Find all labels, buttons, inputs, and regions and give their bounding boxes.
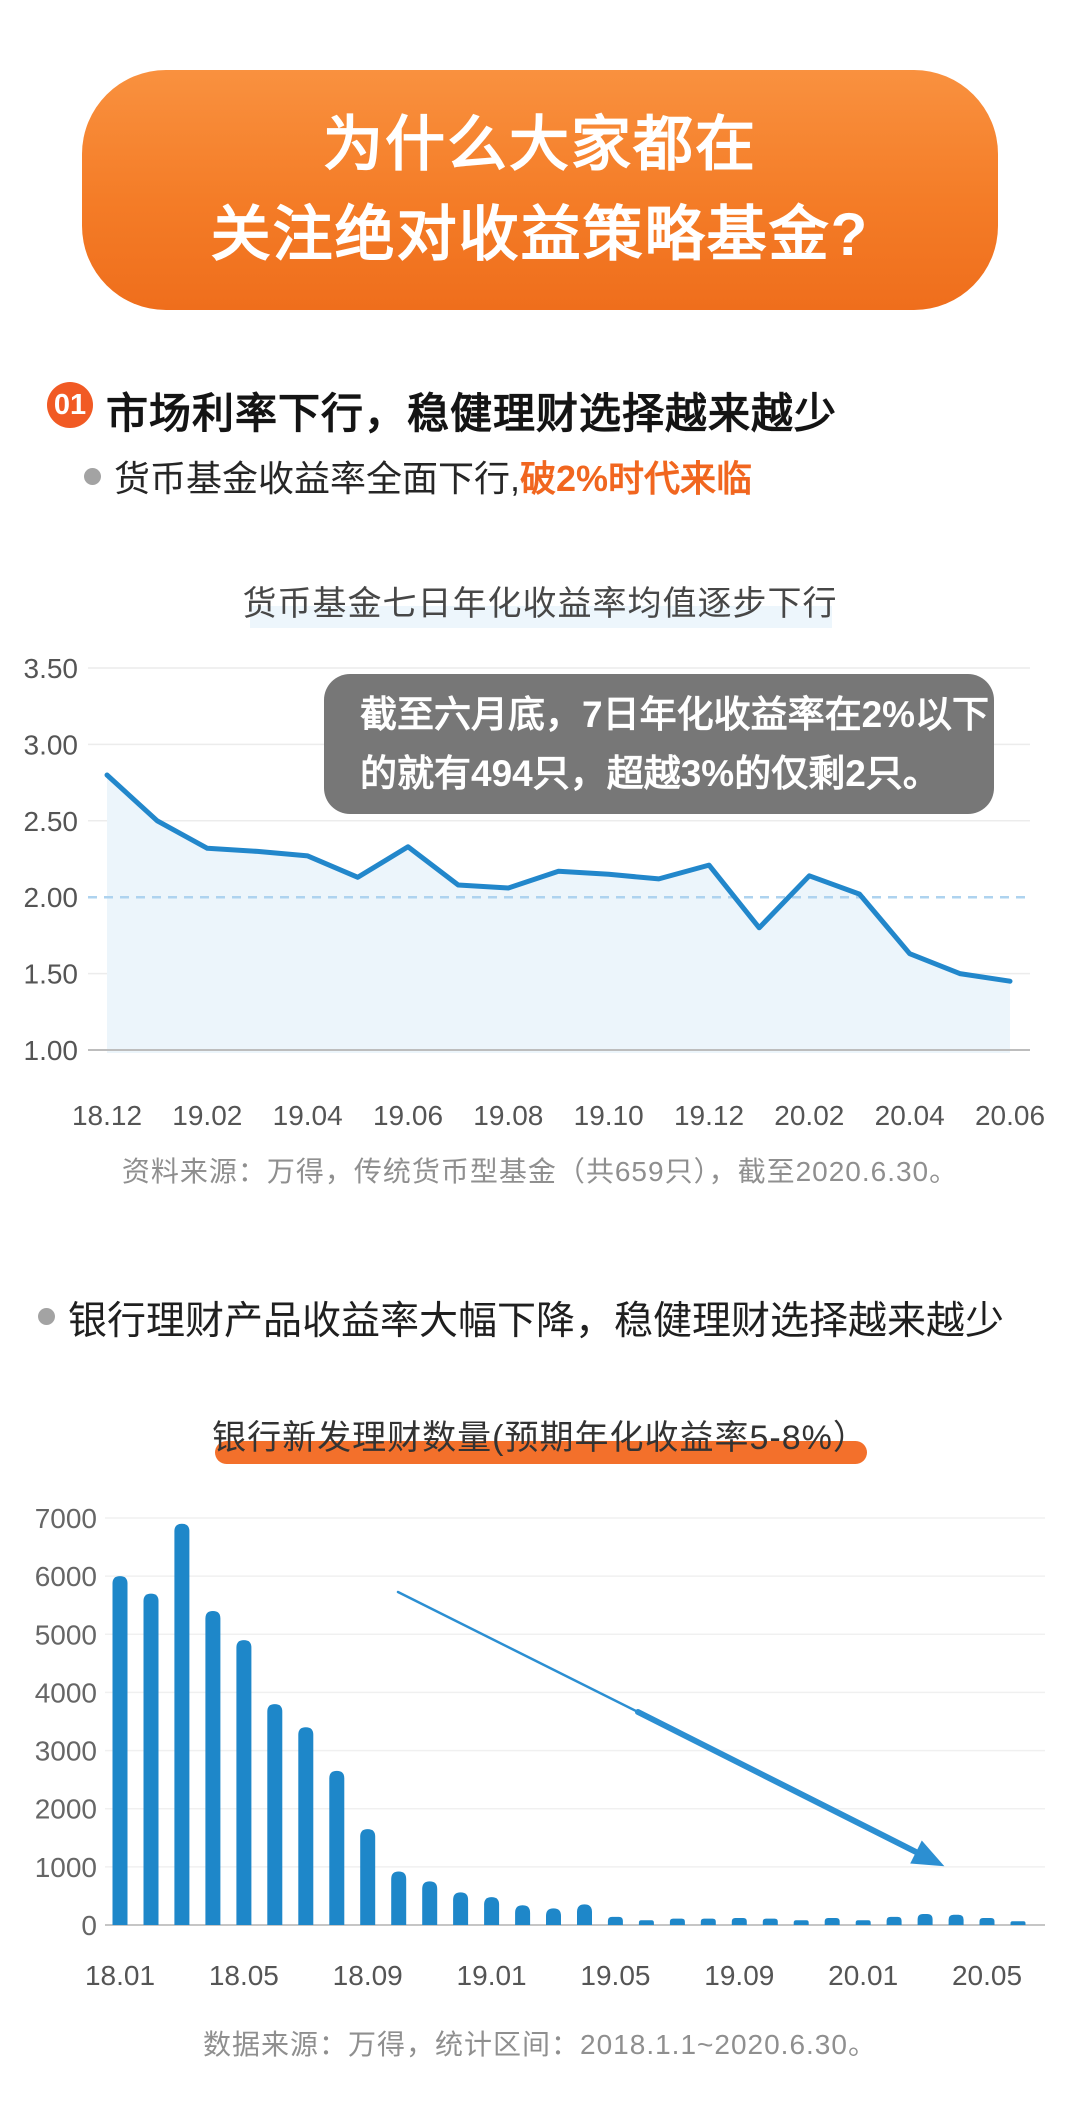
svg-text:1.50: 1.50 — [24, 959, 79, 990]
chart2-title: 银行新发理财数量(预期年化收益率5-8%） — [212, 1419, 868, 1457]
svg-text:18.09: 18.09 — [333, 1960, 403, 1991]
banner-title-line2: 关注绝对收益策略基金? — [210, 201, 870, 268]
bullet1-text: 货币基金收益率全面下行, — [114, 458, 521, 499]
svg-text:2.50: 2.50 — [24, 806, 79, 837]
svg-text:19.06: 19.06 — [373, 1100, 443, 1131]
svg-text:3.00: 3.00 — [24, 729, 79, 760]
svg-text:18.01: 18.01 — [85, 1960, 155, 1991]
chart1-title: 货币基金七日年化收益率均值逐步下行 — [242, 585, 838, 623]
svg-text:6000: 6000 — [35, 1561, 97, 1592]
svg-text:20.04: 20.04 — [875, 1100, 945, 1131]
svg-text:19.10: 19.10 — [574, 1100, 644, 1131]
svg-text:20.01: 20.01 — [828, 1960, 898, 1991]
svg-text:20.06: 20.06 — [975, 1100, 1045, 1131]
svg-text:19.04: 19.04 — [273, 1100, 343, 1131]
tooltip-line1: 截至六月底，7日年化收益率在2%以下 — [360, 694, 990, 735]
bullet-dot-icon — [84, 468, 101, 485]
bullet-dot-icon — [38, 1308, 55, 1325]
svg-text:20.05: 20.05 — [952, 1960, 1022, 1991]
section-number-badge: 01 — [47, 382, 93, 428]
svg-text:19.12: 19.12 — [674, 1100, 744, 1131]
svg-text:20.02: 20.02 — [774, 1100, 844, 1131]
svg-text:19.09: 19.09 — [704, 1960, 774, 1991]
svg-text:19.05: 19.05 — [580, 1960, 650, 1991]
chart1-annotation-tooltip: 截至六月底，7日年化收益率在2%以下 的就有494只，超越3%的仅剩2只。 — [324, 674, 994, 814]
svg-text:18.05: 18.05 — [209, 1960, 279, 1991]
svg-text:4000: 4000 — [35, 1677, 97, 1708]
chart2-source: 数据来源：万得，统计区间：2018.1.1~2020.6.30。 — [203, 2029, 877, 2060]
chart2-bar-chart: 0 1000 2000 3000 4000 5000 6000 7000 18.01 18.05 1… — [35, 1503, 1045, 1991]
chart1-source: 资料来源：万得，传统货币型基金（共659只），截至2020.6.30。 — [121, 1156, 959, 1187]
svg-text:1.00: 1.00 — [24, 1035, 79, 1066]
svg-text:1000: 1000 — [35, 1852, 97, 1883]
svg-text:19.02: 19.02 — [172, 1100, 242, 1131]
svg-text:2000: 2000 — [35, 1794, 97, 1825]
chart1-line-chart: 1.00 1.50 2.00 2.50 3.00 3.50 18.12 19.02 19.04 1… — [24, 653, 1046, 1131]
svg-text:19.08: 19.08 — [473, 1100, 543, 1131]
svg-text:2.00: 2.00 — [24, 882, 79, 913]
bullet1-highlight-text: 破2%时代来临 — [520, 458, 753, 499]
svg-text:3.50: 3.50 — [24, 653, 79, 684]
svg-text:3000: 3000 — [35, 1736, 97, 1767]
svg-text:5000: 5000 — [35, 1619, 97, 1650]
bullet-point-2: 银行理财产品收益率大幅下降，稳健理财选择越来越少 — [68, 1300, 1005, 1343]
chart1-title-highlight-strip — [250, 606, 832, 628]
svg-text:18.12: 18.12 — [72, 1100, 142, 1131]
svg-text:19.01: 19.01 — [457, 1960, 527, 1991]
tooltip-line2: 的就有494只，超越3%的仅剩2只。 — [360, 753, 940, 794]
section-heading: 市场利率下行，稳健理财选择越来越少 — [106, 390, 838, 437]
bullet-point-1: 货币基金收益率全面下行,破2%时代来临 — [114, 450, 752, 502]
svg-text:0: 0 — [81, 1910, 97, 1941]
banner: 为什么大家都在 关注绝对收益策略基金? — [82, 70, 998, 310]
svg-text:7000: 7000 — [35, 1503, 97, 1534]
chart2-title-underline — [215, 1441, 867, 1464]
banner-title-line1: 为什么大家都在 — [323, 111, 757, 178]
